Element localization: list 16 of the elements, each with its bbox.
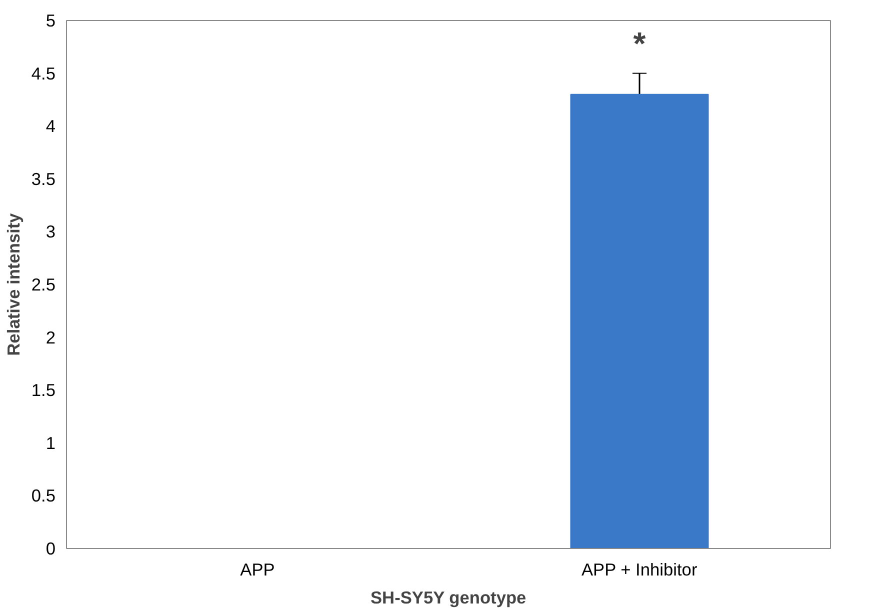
y-tick-label: 0 [46,538,56,558]
y-axis-title: Relative intensity [3,212,24,356]
annotation: * [633,25,646,62]
y-tick-label: 4.5 [31,63,56,84]
y-tick-label: 4 [46,116,56,136]
y-tick-label: 3.5 [31,168,56,189]
y-tick-label: 1.5 [31,380,56,400]
x-axis-title: SH-SY5Y genotype [370,588,527,608]
y-tick-label: 5 [46,10,56,30]
x-tick-label: APP [240,560,275,580]
x-tick-label: APP + Inhibitor [581,560,698,580]
y-tick-label: 0.5 [31,486,56,506]
y-tick-label: 3 [46,222,56,242]
y-tick-label: 1 [46,432,56,453]
y-tick-label: 2.5 [31,274,56,294]
y-tick-label: 2 [46,327,56,348]
